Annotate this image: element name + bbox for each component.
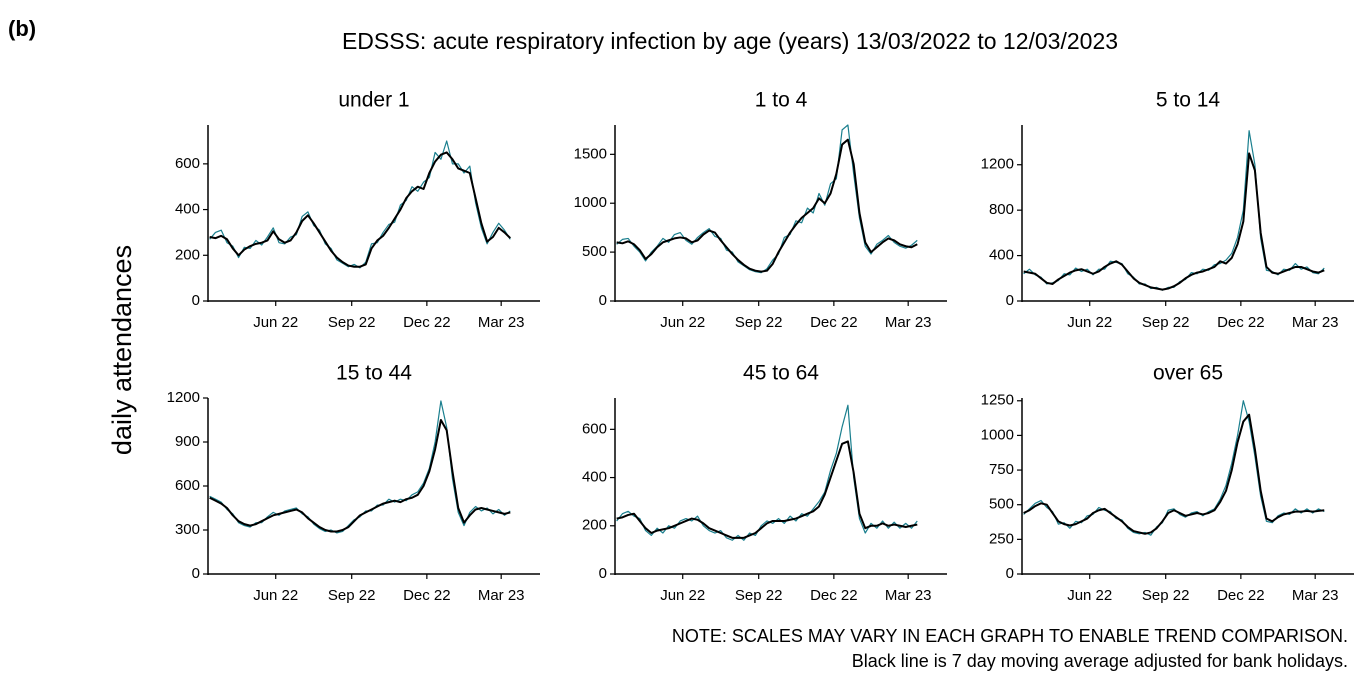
- x-tick-label: Jun 22: [660, 314, 705, 331]
- y-tick-label: 0: [1006, 292, 1014, 309]
- series-line: [209, 419, 511, 533]
- x-tick-label: Sep 22: [328, 314, 376, 331]
- series-line: [616, 138, 918, 273]
- x-tick-label: Dec 22: [403, 587, 451, 604]
- y-tick-label: 400: [582, 469, 607, 486]
- y-tick-label: 0: [1006, 565, 1014, 582]
- series-line: [1023, 152, 1325, 291]
- x-tick-label: Sep 22: [735, 587, 783, 604]
- panel-title: 15 to 44: [336, 362, 412, 385]
- y-tick-label: 500: [989, 496, 1014, 513]
- y-tick-label: 250: [989, 530, 1014, 547]
- x-tick-label: Jun 22: [253, 587, 298, 604]
- x-tick-label: Mar 23: [885, 314, 932, 331]
- x-tick-label: Jun 22: [1067, 587, 1112, 604]
- x-tick-label: Jun 22: [660, 587, 705, 604]
- y-tick-label: 1000: [981, 426, 1014, 443]
- series-line: [1023, 400, 1325, 536]
- panel-title: 45 to 64: [743, 362, 819, 385]
- y-tick-label: 750: [989, 461, 1014, 478]
- y-tick-label: 300: [175, 521, 200, 538]
- y-tick-label: 1250: [981, 392, 1014, 409]
- y-tick-label: 800: [989, 201, 1014, 218]
- panel-label: (b): [8, 16, 36, 41]
- x-tick-label: Mar 23: [1292, 314, 1339, 331]
- y-tick-label: 1200: [981, 156, 1014, 173]
- x-tick-label: Dec 22: [1217, 314, 1265, 331]
- y-tick-label: 600: [175, 155, 200, 172]
- y-tick-label: 900: [175, 433, 200, 450]
- series-line: [1023, 130, 1325, 291]
- y-tick-label: 0: [599, 565, 607, 582]
- x-tick-label: Dec 22: [1217, 587, 1265, 604]
- x-tick-label: Sep 22: [735, 314, 783, 331]
- y-tick-label: 200: [582, 517, 607, 534]
- x-tick-label: Mar 23: [478, 314, 525, 331]
- y-tick-label: 400: [989, 247, 1014, 264]
- x-tick-label: Dec 22: [810, 314, 858, 331]
- x-tick-label: Jun 22: [1067, 314, 1112, 331]
- y-axis-label: daily attendances: [107, 245, 137, 455]
- panel-title: 1 to 4: [755, 89, 808, 112]
- y-tick-label: 0: [192, 292, 200, 309]
- y-tick-label: 1200: [167, 389, 200, 406]
- y-tick-label: 0: [192, 565, 200, 582]
- y-tick-label: 600: [582, 420, 607, 437]
- chart-title: EDSSS: acute respiratory infection by ag…: [342, 28, 1118, 54]
- series-line: [1023, 413, 1325, 535]
- x-tick-label: Mar 23: [478, 587, 525, 604]
- y-tick-label: 600: [175, 477, 200, 494]
- panel-title: under 1: [338, 89, 409, 112]
- y-tick-label: 1000: [574, 194, 607, 211]
- x-tick-label: Dec 22: [810, 587, 858, 604]
- y-tick-label: 400: [175, 201, 200, 218]
- series-line: [209, 151, 511, 268]
- y-tick-label: 0: [599, 292, 607, 309]
- note: NOTE: SCALES MAY VARY IN EACH GRAPH TO E…: [672, 626, 1348, 646]
- x-tick-label: Mar 23: [885, 587, 932, 604]
- x-tick-label: Mar 23: [1292, 587, 1339, 604]
- y-tick-label: 200: [175, 246, 200, 263]
- series-line: [209, 140, 511, 269]
- x-tick-label: Sep 22: [328, 587, 376, 604]
- y-tick-label: 1500: [574, 145, 607, 162]
- note: Black line is 7 day moving average adjus…: [852, 651, 1348, 671]
- series-line: [209, 400, 511, 534]
- panel-title: over 65: [1153, 362, 1223, 385]
- x-tick-label: Dec 22: [403, 314, 451, 331]
- panel-title: 5 to 14: [1156, 89, 1221, 112]
- y-tick-label: 500: [582, 243, 607, 260]
- x-tick-label: Jun 22: [253, 314, 298, 331]
- x-tick-label: Sep 22: [1142, 314, 1190, 331]
- x-tick-label: Sep 22: [1142, 587, 1190, 604]
- series-line: [616, 404, 918, 541]
- series-line: [616, 440, 918, 539]
